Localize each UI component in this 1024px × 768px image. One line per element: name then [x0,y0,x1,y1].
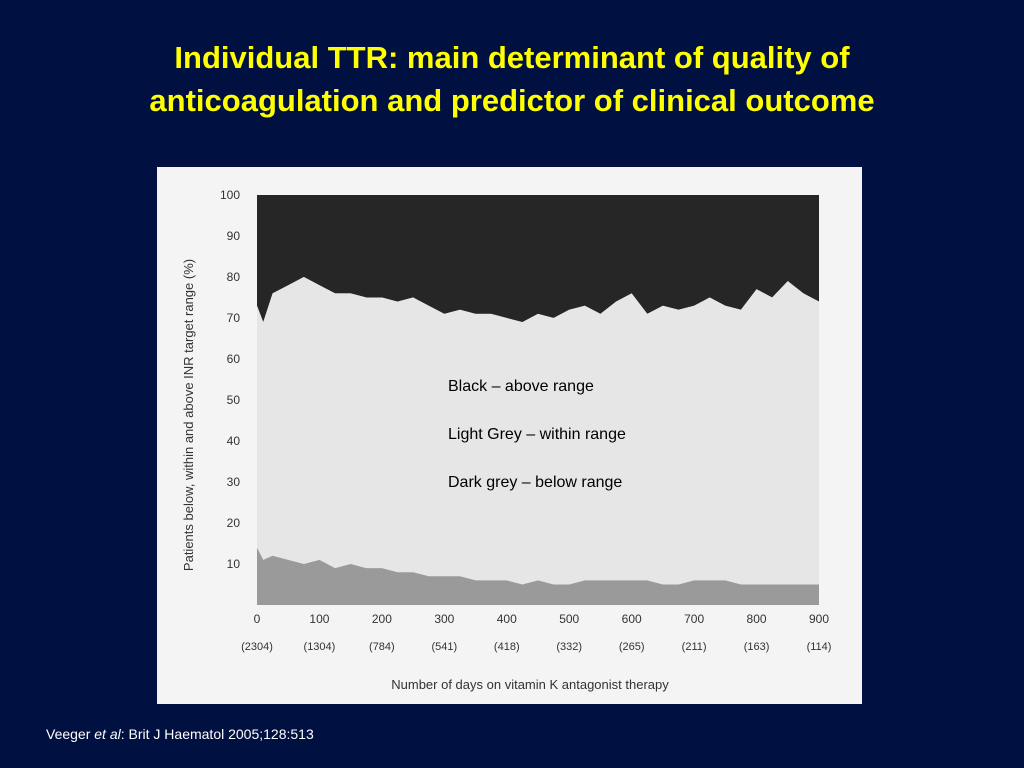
y-tick-label: 50 [227,393,241,407]
x-tick-label: 800 [747,612,767,626]
x-tick-sublabel: (211) [682,641,707,653]
y-axis-label: Patients below, within and above INR tar… [181,259,196,571]
y-tick-label: 80 [227,270,241,284]
x-tick-label: 900 [809,612,829,626]
x-tick-sublabel: (541) [431,641,457,653]
y-tick-label: 10 [227,557,241,571]
chart-figure: 10 20 30 40 50 60 70 80 90 100 0 (2304) 100 (1304) 200… [157,167,862,704]
slide-title: Individual TTR: main determinant of qual… [40,36,984,122]
y-tick-label: 100 [220,188,240,202]
x-tick-label: 0 [254,612,261,626]
x-tick-label: 700 [684,612,704,626]
citation-et-al: et al [94,726,121,742]
x-tick-label: 500 [559,612,579,626]
x-tick-sublabel: (418) [494,641,520,653]
slide-title-line-1: Individual TTR: main determinant of qual… [174,40,850,75]
y-tick-label: 20 [227,516,241,530]
within-range-area [257,277,819,585]
x-tick-label: 200 [372,612,392,626]
y-tick-label: 60 [227,352,241,366]
x-tick-sublabel: (1304) [304,641,336,653]
x-axis-label: Number of days on vitamin K antagonist t… [391,677,669,692]
note-below-range: Dark grey – below range [448,474,623,491]
citation-source: : Brit J Haematol 2005;128:513 [120,726,314,742]
citation: Veeger et al: Brit J Haematol 2005;128:5… [46,726,314,742]
x-tick-label: 600 [622,612,642,626]
x-tick-sublabel: (784) [369,641,395,653]
x-tick-label: 300 [434,612,454,626]
above-range-area [257,195,819,323]
x-tick-sublabel: (163) [744,641,770,653]
x-tick-label: 100 [309,612,329,626]
below-range-area [257,547,819,605]
citation-author: Veeger [46,726,95,742]
stacked-area-chart: 10 20 30 40 50 60 70 80 90 100 0 (2304) 100 (1304) 200… [181,188,832,692]
y-tick-label: 90 [227,229,241,243]
x-tick-label: 400 [497,612,517,626]
x-tick-sublabel: (265) [619,641,645,653]
y-tick-label: 30 [227,475,241,489]
y-tick-label: 70 [227,311,241,325]
x-tick-sublabel: (332) [556,641,582,653]
slide-title-line-2: anticoagulation and predictor of clinica… [149,83,875,118]
y-tick-label: 40 [227,434,241,448]
note-above-range: Black – above range [448,378,594,395]
x-tick-sublabel: (2304) [241,641,273,653]
note-within-range: Light Grey – within range [448,426,626,443]
x-tick-sublabel: (114) [807,641,832,653]
